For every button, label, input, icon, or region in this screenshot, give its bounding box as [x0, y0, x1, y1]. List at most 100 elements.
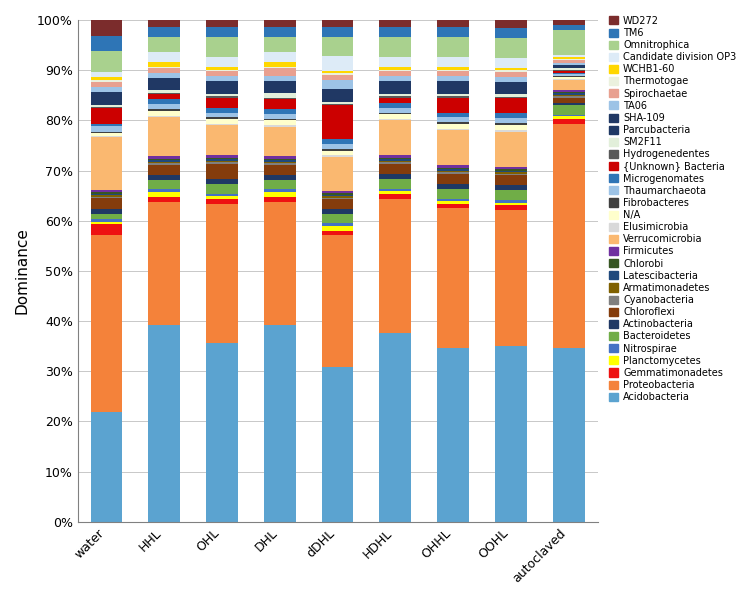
Bar	[437, 130, 469, 165]
Bar	[148, 91, 180, 93]
Bar	[380, 103, 411, 107]
Bar	[148, 37, 180, 52]
Bar	[206, 159, 238, 161]
Bar	[437, 20, 469, 28]
Bar	[380, 162, 411, 164]
Bar	[495, 172, 527, 174]
Bar	[553, 30, 584, 55]
Bar	[495, 68, 527, 70]
Bar	[264, 121, 296, 125]
Bar	[495, 169, 527, 170]
Bar	[553, 59, 584, 60]
Bar	[264, 175, 296, 179]
Bar	[264, 179, 296, 190]
Bar	[380, 155, 411, 158]
Bar	[437, 173, 469, 184]
Bar	[380, 159, 411, 161]
Bar	[206, 70, 238, 71]
Bar	[495, 190, 527, 200]
Bar	[437, 170, 469, 172]
Bar	[90, 51, 123, 72]
Bar	[495, 113, 527, 118]
Bar	[437, 81, 469, 91]
Bar	[437, 188, 469, 199]
Bar	[148, 110, 180, 116]
Bar	[495, 70, 527, 72]
Bar	[495, 205, 527, 211]
Bar	[206, 125, 238, 155]
Bar	[264, 67, 296, 68]
Bar	[148, 93, 180, 94]
Bar	[90, 219, 123, 222]
Bar	[495, 203, 527, 205]
Bar	[206, 161, 238, 162]
Bar	[322, 214, 353, 223]
Bar	[322, 104, 353, 106]
Bar	[206, 196, 238, 199]
Bar	[322, 106, 353, 139]
Bar	[553, 60, 584, 63]
Bar	[322, 197, 353, 199]
Bar	[264, 52, 296, 62]
Bar	[90, 20, 123, 35]
Bar	[148, 162, 180, 163]
Bar	[553, 348, 584, 522]
Bar	[553, 65, 584, 67]
Bar	[148, 159, 180, 160]
Bar	[264, 62, 296, 67]
Bar	[148, 94, 180, 99]
Bar	[90, 72, 123, 77]
Bar	[553, 115, 584, 116]
Legend: WD272, TM6, Omnitrophica, Candidate division OP3, WCHB1-60, Thermotogae, Spiroch: WD272, TM6, Omnitrophica, Candidate divi…	[608, 15, 737, 403]
Bar	[322, 139, 353, 144]
Bar	[553, 124, 584, 348]
Bar	[206, 37, 238, 57]
Bar	[380, 28, 411, 37]
Bar	[264, 202, 296, 325]
Bar	[437, 184, 469, 188]
Bar	[206, 158, 238, 159]
Bar	[206, 194, 238, 196]
Bar	[322, 73, 353, 75]
Bar	[322, 37, 353, 56]
Bar	[322, 223, 353, 226]
Bar	[553, 71, 584, 73]
Bar	[90, 222, 123, 224]
Bar	[148, 157, 180, 159]
Bar	[437, 172, 469, 173]
Bar	[380, 191, 411, 194]
Bar	[206, 76, 238, 81]
Bar	[380, 107, 411, 113]
Bar	[90, 103, 123, 105]
Bar	[495, 97, 527, 98]
Bar	[148, 99, 180, 104]
Bar	[322, 226, 353, 230]
Bar	[322, 191, 353, 193]
Bar	[90, 136, 123, 137]
Bar	[495, 125, 527, 130]
Bar	[90, 235, 123, 412]
Bar	[206, 162, 238, 164]
Bar	[380, 76, 411, 81]
Bar	[206, 96, 238, 98]
Bar	[148, 104, 180, 109]
Bar	[553, 116, 584, 119]
Bar	[148, 202, 180, 325]
Bar	[90, 190, 123, 192]
Bar	[437, 168, 469, 169]
Bar	[148, 52, 180, 62]
Bar	[553, 80, 584, 90]
Bar	[380, 81, 411, 91]
Bar	[322, 155, 353, 157]
Bar	[437, 124, 469, 129]
Bar	[437, 98, 469, 113]
Bar	[437, 169, 469, 170]
Bar	[206, 164, 238, 179]
Bar	[380, 158, 411, 159]
Bar	[206, 179, 238, 184]
Bar	[322, 193, 353, 195]
Bar	[380, 173, 411, 179]
Bar	[206, 155, 238, 158]
Bar	[322, 144, 353, 149]
Bar	[495, 92, 527, 94]
